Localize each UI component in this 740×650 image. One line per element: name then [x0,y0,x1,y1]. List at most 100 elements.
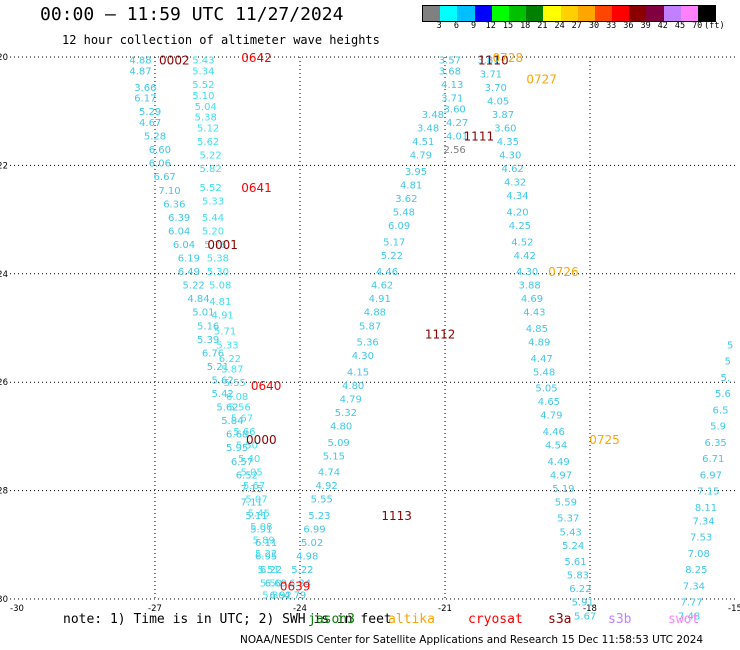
pass-time-label: 0640 [251,379,282,393]
mission-cryosat: cryosat [468,612,523,627]
wave-height-value: 5.51 [257,565,279,576]
wave-height-value: 4.30 [352,351,374,362]
colorbar-swatch [612,6,630,21]
mission-s3b: s3b [608,612,632,627]
wave-height-value: 5.6 [715,389,731,400]
wave-height-value: 5.32 [335,408,357,419]
wave-height-value: 5.15 [323,451,345,462]
wave-height-value: 3.81 [477,56,499,67]
wave-height-value: 5.33 [202,197,224,208]
wave-height-value: 6.99 [303,525,325,536]
wave-height-value: 5.38 [207,254,229,265]
wave-height-value: 4.81 [400,180,422,191]
wave-height-value: 3.62 [395,194,417,205]
wave-height-value: 5.24 [562,541,584,552]
wave-height-value: 5.48 [533,367,555,378]
pass-time-label: 1112 [425,327,456,341]
y-tick-label: -30 [0,595,8,605]
wave-height-value: 4.01 [446,132,468,143]
colorbar-swatch [440,6,458,21]
wave-height-value: 5.02 [301,538,323,549]
colorbar-label: 21 [537,21,548,31]
wave-height-value: 4.34 [506,191,528,202]
wave-height-value: 5.45 [248,508,270,519]
wave-height-value: 4.32 [504,178,526,189]
wave-height-value: 5.10 [192,91,214,102]
wave-height-value: 4.20 [506,207,528,218]
mission-jason3: jason3 [308,612,355,627]
wave-height-value: 6.67 [154,172,176,183]
wave-height-value: 5.55 [311,495,333,506]
colorbar-label: 18 [520,21,531,31]
wave-height-value: 2.56 [444,145,466,156]
wave-height-value: 7.15 [697,487,719,498]
y-tick-label: -22 [0,161,8,171]
wave-height-value: 5.22 [381,251,403,262]
wave-height-value: 3.87 [492,110,514,121]
wave-height-value: 7.53 [690,533,712,544]
wave-height-value: 5.17 [383,237,405,248]
colorbar-swatch [526,6,544,21]
wave-height-value: 6.17 [134,94,156,105]
wave-height-value: 6.35 [705,438,727,449]
wave-height-value: 5.23 [308,511,330,522]
wave-height-value: 7.10 [158,186,180,197]
wave-height-value: 4.13 [441,80,463,91]
wave-height-value: 5.62 [212,375,234,386]
wave-height-value: 4.79 [284,591,306,602]
wave-height-value: 6.22 [260,565,282,576]
wave-height-value: 4.65 [538,397,560,408]
wave-height-value: 5.07 [245,495,267,506]
wave-height-value: 6.22 [219,354,241,365]
colorbar-swatch [594,6,613,21]
footer-credit: NOAA/NESDIS Center for Satellite Applica… [240,634,704,646]
colorbar-label: 6 [453,21,459,31]
y-tick-label: -20 [0,53,8,63]
wave-height-value: 6.5 [713,405,729,416]
colorbar-label: 45 [674,21,686,31]
wave-height-value: 6.06 [149,159,171,170]
colorbar-label: 33 [606,21,617,31]
wave-height-value: 3.48 [417,123,439,134]
wave-height-value: 4.85 [526,324,548,335]
x-tick-label: -15 [728,604,740,614]
wave-height-value: 5.12 [197,123,219,134]
wave-height-value: 5.62 [197,137,219,148]
pass-time-label: 0726 [548,265,579,279]
wave-height-value: 3.57 [439,56,461,67]
wave-height-value: 4.91 [369,294,391,305]
mission-altika: altika [388,612,435,627]
colorbar-label: (ft) [704,21,725,31]
wave-height-value: 5.29 [139,107,161,118]
colorbar-label: 70 [692,21,703,31]
wave-height-value: 5.16 [197,321,219,332]
wave-height-value: 5.19 [552,484,574,495]
colorbar-label: 9 [471,21,477,31]
colorbar-label: 36 [623,21,634,31]
wave-height-value: 5.30 [207,267,229,278]
wave-height-value: 4.35 [497,137,519,148]
chart-title: 00:00 — 11:59 UTC 11/27/2024 [40,4,344,25]
x-tick-label: -21 [438,604,452,614]
x-tick-label: -30 [10,604,24,614]
wave-height-value: 3.66 [134,83,156,94]
wave-height-value: 5.37 [557,514,579,525]
wave-height-value: 4.62 [502,164,524,175]
wave-height-value: 5.33 [216,340,238,351]
wave-height-value: 5.48 [393,207,415,218]
pass-time-label: 0727 [526,73,557,87]
wave-height-value: 8.25 [685,565,707,576]
wave-height-value: 4.42 [514,251,536,262]
wave-height-value: 4.74 [318,468,340,479]
colorbar-swatch [577,6,595,21]
wave-height-value: 4.98 [296,552,318,563]
wave-height-value: 5.91 [250,525,272,536]
wave-height-value: 6.09 [388,221,410,232]
colorbar-swatch [457,6,475,21]
wave-height-value: 5.40 [238,454,260,465]
wave-height-value: 6.36 [163,199,185,210]
wave-height-value: 4.15 [347,367,369,378]
wave-height-value: 7.48 [678,611,700,622]
wave-height-value: 5.82 [199,164,221,175]
